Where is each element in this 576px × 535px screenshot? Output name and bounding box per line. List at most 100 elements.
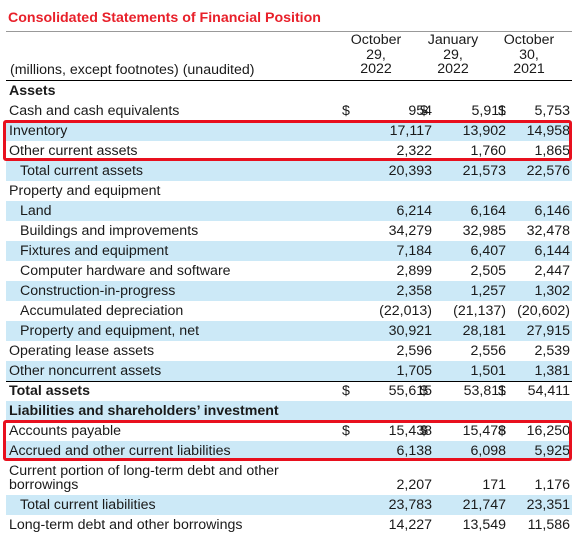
value-cell: 954 (408, 103, 432, 119)
value-cell: 20,393 (388, 163, 432, 179)
value-cell: 6,144 (534, 243, 570, 259)
row-label: Accounts payable (9, 423, 121, 439)
value-cell: 1,865 (534, 143, 570, 159)
value-cell: 2,539 (534, 343, 570, 359)
value-cell: 2,207 (396, 477, 432, 493)
value-cell: 2,358 (396, 283, 432, 299)
column-header-line: 2021 (513, 61, 545, 77)
value-cell: 30,921 (388, 323, 432, 339)
value-cell: 2,556 (470, 343, 506, 359)
table-row: Other noncurrent assets 1,705 1,501 1,381 (6, 361, 572, 381)
row-label: Liabilities and shareholders’ investment (9, 403, 279, 419)
value-cell: 27,915 (526, 323, 570, 339)
value-cell: 15,478 (462, 423, 506, 439)
currency-symbol: $ (498, 423, 506, 439)
title-divider (6, 31, 572, 32)
column-header-line: 2022 (437, 61, 469, 77)
value-cell: 28,181 (462, 323, 506, 339)
units-note: (millions, except footnotes) (unaudited) (10, 62, 255, 78)
value-cell: 32,478 (526, 223, 570, 239)
row-label: Computer hardware and software (20, 263, 231, 279)
table-row: Assets (6, 81, 572, 101)
value-cell: 2,899 (396, 263, 432, 279)
value-cell: 6,138 (396, 443, 432, 459)
row-label: Property and equipment (9, 183, 161, 199)
value-cell: 1,760 (470, 143, 506, 159)
row-label: Accrued and other current liabilities (9, 443, 231, 459)
table-row: Computer hardware and software 2,899 2,505… (6, 261, 572, 281)
table-row: Long-term debt and other borrowings 14,22… (6, 515, 572, 535)
currency-symbol: $ (420, 423, 428, 439)
value-cell: 34,279 (388, 223, 432, 239)
value-cell: 23,351 (526, 497, 570, 513)
table-row: Liabilities and shareholders’ investment (6, 401, 572, 421)
row-label: Property and equipment, net (20, 323, 200, 339)
value-cell: 5,925 (534, 443, 570, 459)
value-cell: 2,447 (534, 263, 570, 279)
column-header-line: January (427, 32, 479, 48)
statement-title: Consolidated Statements of Financial Pos… (8, 10, 321, 26)
table-row: Total current liabilities 23,783 21,747 23,… (6, 495, 572, 515)
column-header-jan-2022: January 29, 2022 (422, 33, 484, 77)
currency-symbol: $ (420, 103, 428, 119)
value-cell: 23,783 (388, 497, 432, 513)
column-header-line: 2022 (360, 61, 392, 77)
table-row: Operating lease assets 2,596 2,556 2,539 (6, 341, 572, 361)
value-cell: 15,438 (388, 423, 432, 439)
value-cell: 1,501 (470, 363, 506, 379)
value-cell: (22,013) (379, 303, 432, 319)
table-row: Accumulated depreciation (22,013) (21,137)… (6, 301, 572, 321)
row-label: Long-term debt and other borrowings (9, 517, 243, 533)
value-cell: 22,576 (526, 163, 570, 179)
row-label: Inventory (9, 123, 68, 139)
header-divider (6, 80, 572, 81)
value-cell: 1,302 (534, 283, 570, 299)
value-cell: 54,411 (527, 383, 570, 399)
value-cell: 21,573 (462, 163, 506, 179)
column-header-line: October (503, 32, 555, 48)
currency-symbol: $ (420, 383, 428, 399)
table-row: Land 6,214 6,164 6,146 (6, 201, 572, 221)
row-label: Fixtures and equipment (20, 243, 169, 259)
value-cell: 14,227 (388, 517, 432, 533)
value-cell: 171 (482, 477, 506, 493)
column-header-oct-2022: October 29, 2022 (345, 33, 407, 77)
value-cell: 14,958 (526, 123, 570, 139)
currency-symbol: $ (498, 103, 506, 119)
column-header-line: 29, (443, 46, 463, 63)
value-cell: 1,705 (396, 363, 432, 379)
table-row: Fixtures and equipment 7,184 6,407 6,144 (6, 241, 572, 261)
value-cell: 5,911 (471, 103, 506, 119)
column-header-line: 29, (366, 46, 386, 63)
table-row: Accrued and other current liabilities 6,1… (6, 441, 572, 461)
currency-symbol: $ (498, 383, 506, 399)
value-cell: (21,137) (453, 303, 506, 319)
value-cell: 53,811 (463, 383, 506, 399)
value-cell: 6,098 (470, 443, 506, 459)
value-cell: 2,596 (396, 343, 432, 359)
value-cell: 11,586 (527, 517, 570, 533)
total-top-rule (6, 381, 572, 382)
row-label: Cash and cash equivalents (9, 103, 180, 119)
value-cell: 13,902 (462, 123, 506, 139)
table-row: Construction-in-progress 2,358 1,257 1,302 (6, 281, 572, 301)
table-row: Buildings and improvements 34,279 32,985 32… (6, 221, 572, 241)
currency-symbol: $ (342, 383, 350, 399)
row-label: Operating lease assets (9, 343, 155, 359)
table-row: Other current assets 2,322 1,760 1,865 (6, 141, 572, 161)
value-cell: 6,407 (470, 243, 506, 259)
value-cell: 2,322 (396, 143, 432, 159)
row-label: Buildings and improvements (20, 223, 199, 239)
table-row: Current portion of long-term debt and ot… (6, 461, 572, 495)
row-label: Other noncurrent assets (9, 363, 162, 379)
value-cell: 1,257 (470, 283, 506, 299)
column-header-line: 30, (519, 46, 539, 63)
table-row: Property and equipment, net 30,921 28,181 2… (6, 321, 572, 341)
row-label: Total current assets (20, 163, 144, 179)
value-cell: 1,381 (534, 363, 570, 379)
table-row: Total assets $55,615 $53,811 $54,411 (6, 381, 572, 401)
value-cell: 2,505 (470, 263, 506, 279)
row-label: Other current assets (9, 143, 138, 159)
row-label: Total current liabilities (20, 497, 156, 513)
value-cell: 7,184 (396, 243, 432, 259)
